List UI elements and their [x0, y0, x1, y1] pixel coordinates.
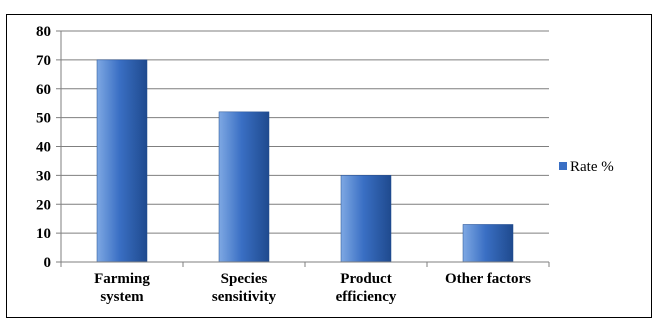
bar	[96, 59, 148, 263]
axes	[56, 30, 550, 267]
labels: 0 10 20 30 40 50 60 70 80 Farming system Species sen…	[36, 24, 531, 305]
legend-swatch	[559, 162, 567, 170]
x-category-label: sensitivity	[212, 289, 277, 305]
x-category-label: Other factors	[445, 271, 531, 287]
chart-frame: 0 10 20 30 40 50 60 70 80 Farming system Species sen…	[6, 14, 652, 318]
y-tick-label: 30	[36, 168, 51, 184]
y-tick-label: 80	[36, 24, 51, 40]
y-tick-label: 10	[36, 226, 51, 242]
y-tick-label: 0	[44, 255, 52, 271]
x-category-label: efficiency	[336, 289, 397, 305]
bar	[462, 224, 514, 263]
x-category-label: Species	[221, 271, 268, 287]
bars	[96, 59, 514, 263]
y-tick-label: 70	[36, 53, 51, 69]
x-category-label: system	[100, 289, 144, 305]
y-tick-label: 40	[36, 140, 51, 156]
y-tick-label: 20	[36, 197, 51, 213]
x-category-label: Product	[340, 271, 391, 287]
legend-label: Rate %	[570, 159, 614, 175]
bar	[218, 111, 270, 263]
y-tick-label: 50	[36, 111, 51, 127]
bar-chart: 0 10 20 30 40 50 60 70 80 Farming system Species sen…	[36, 24, 614, 305]
bar	[340, 175, 392, 263]
legend: Rate %	[559, 159, 614, 175]
y-tick-label: 60	[36, 82, 51, 98]
x-category-label: Farming	[94, 271, 150, 287]
